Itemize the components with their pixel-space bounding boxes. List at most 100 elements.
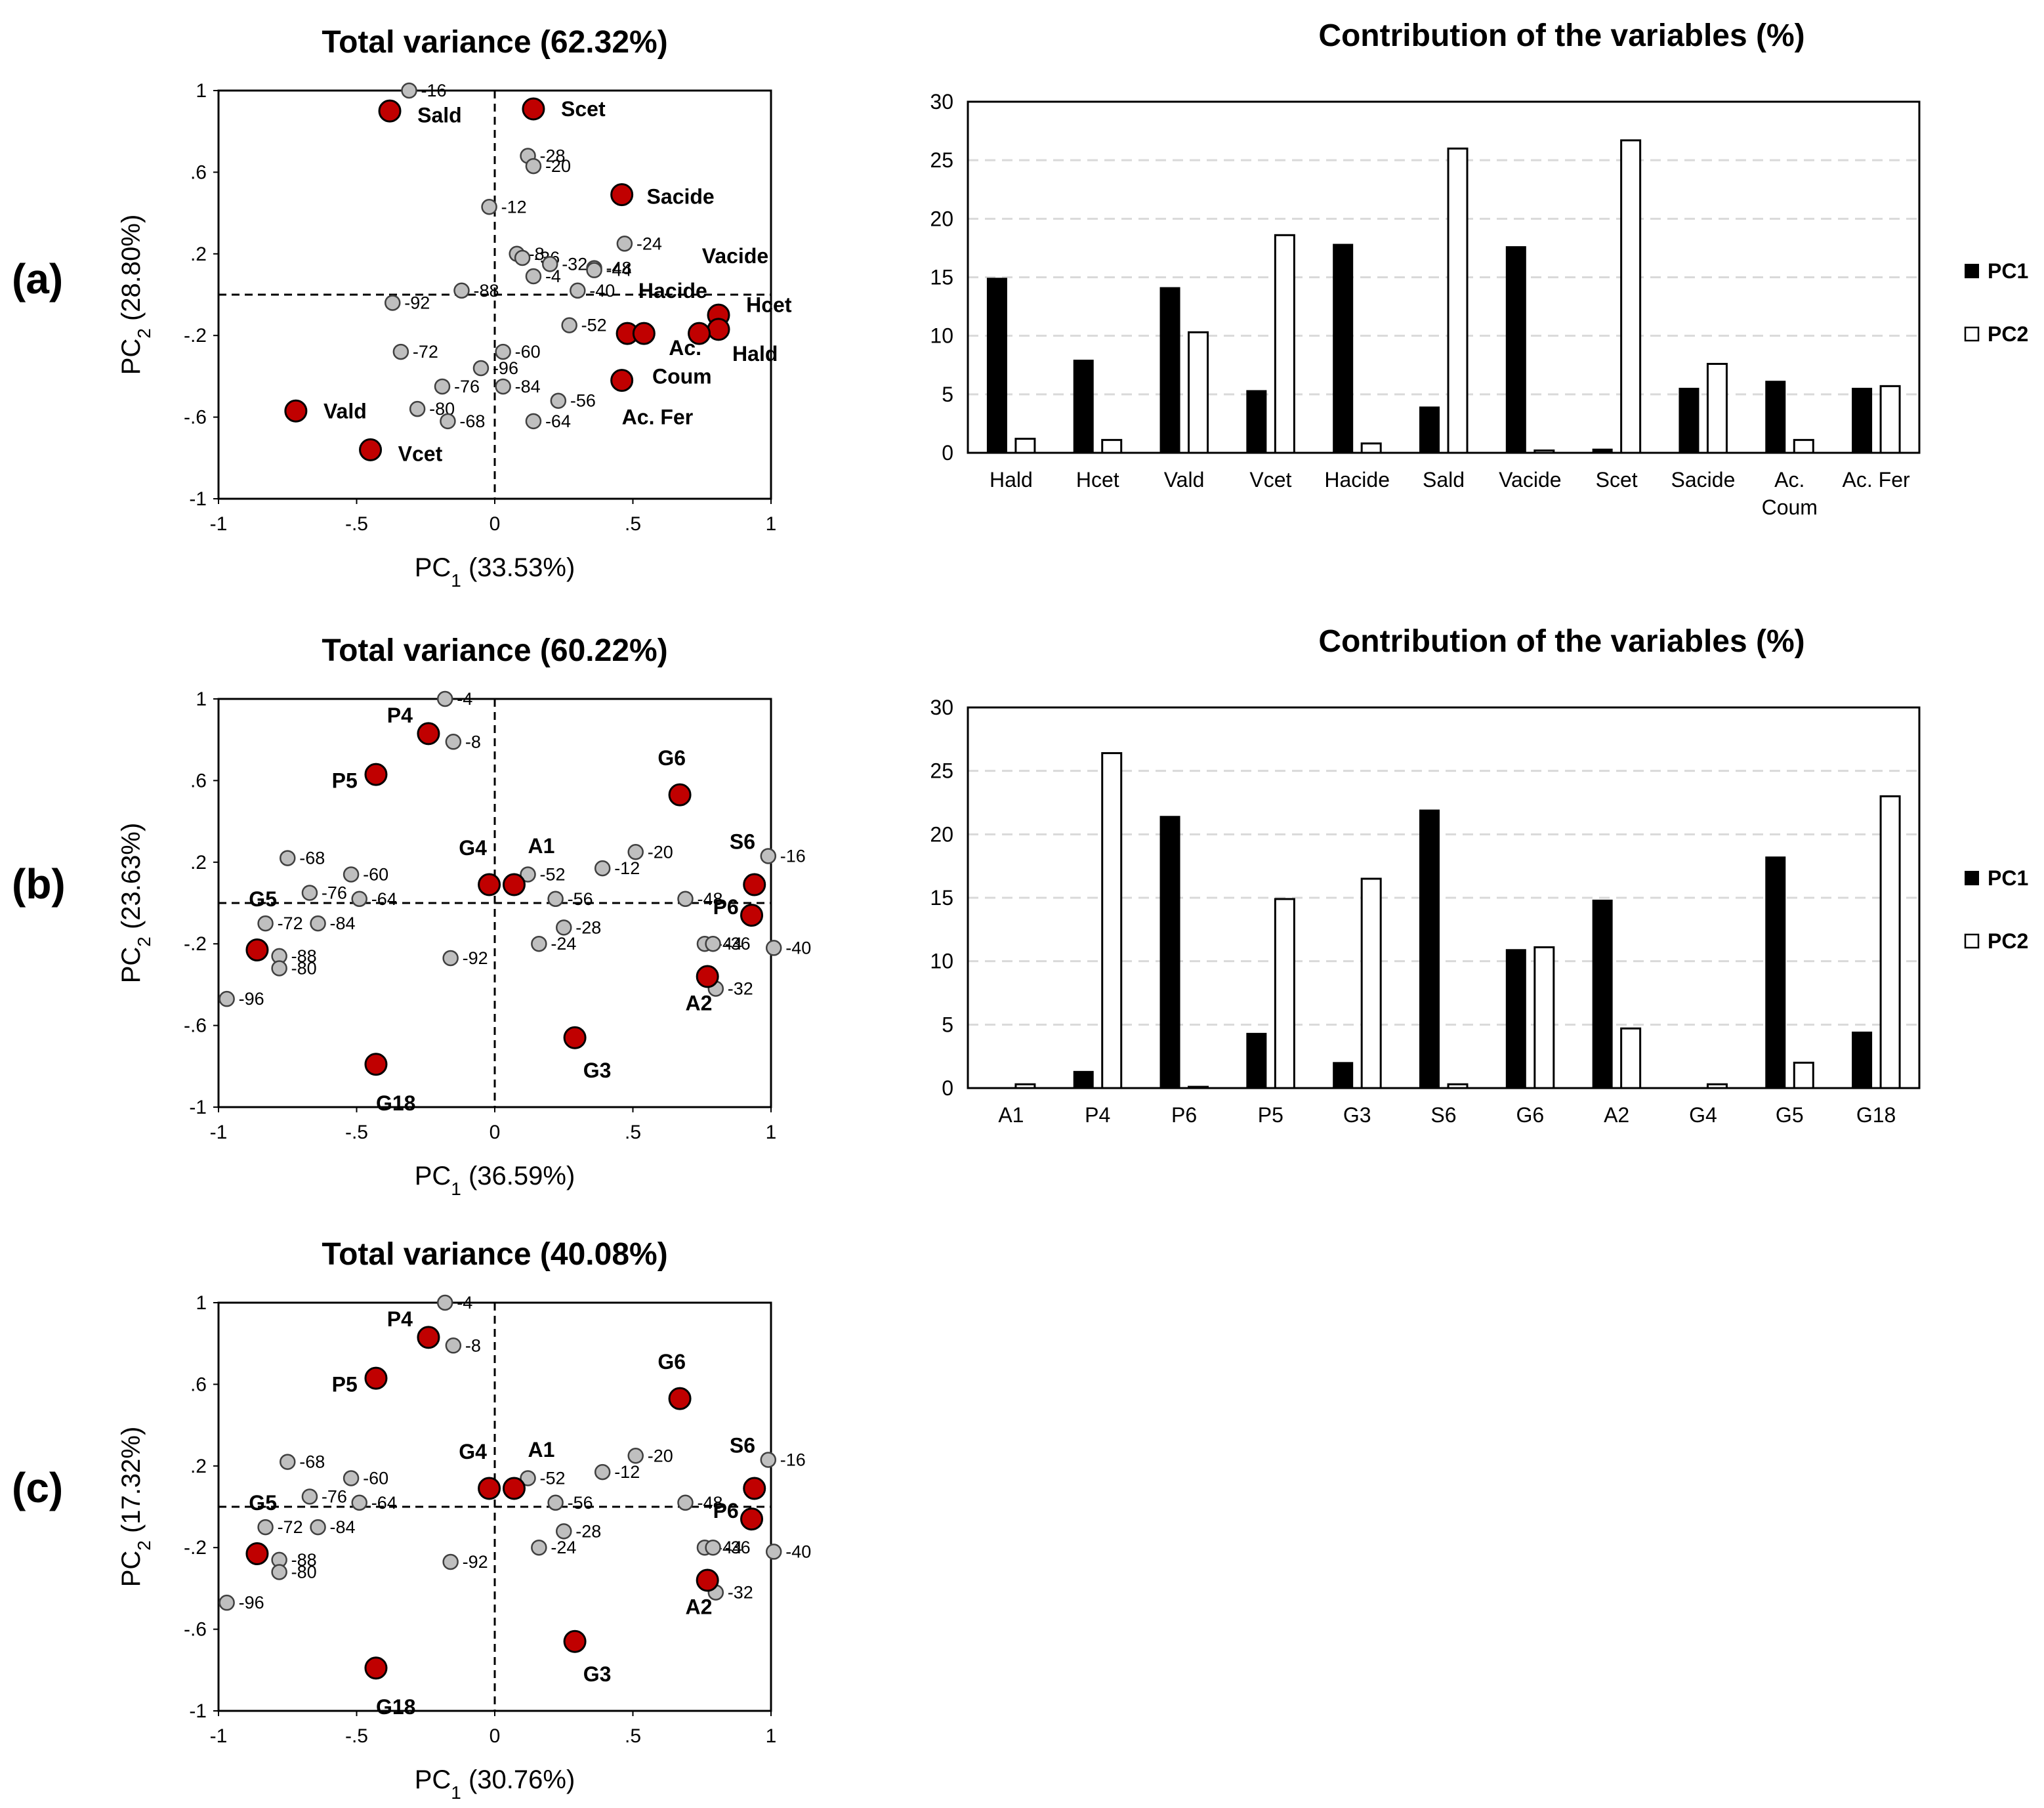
variable-label: Vacide xyxy=(702,244,768,268)
observation-point xyxy=(514,249,531,266)
observation-point xyxy=(310,1519,326,1536)
x-category-label: G4 xyxy=(1689,1103,1717,1127)
variable-label: P4 xyxy=(387,1307,413,1331)
variable-point-g4 xyxy=(478,1477,501,1500)
bar-chart-title: Contribution of the variables (%) xyxy=(1318,18,1804,53)
observation-label: -48 xyxy=(697,889,722,909)
variable-label: G6 xyxy=(657,1350,686,1374)
x-tick-label: -.5 xyxy=(345,513,368,535)
observation-label: -92 xyxy=(463,948,488,968)
variable-label: G4 xyxy=(459,1440,487,1463)
variable-point-vcet xyxy=(359,438,383,461)
variable-point-p6 xyxy=(740,904,764,927)
bar-panel-a-bars: Contribution of the variables (%) 0 5 10 15 2… xyxy=(930,18,2028,519)
variable-point-a2 xyxy=(696,1568,719,1592)
observation-point xyxy=(760,848,777,864)
variable-label: Hcet xyxy=(746,293,792,317)
observation-point xyxy=(550,392,567,409)
y-tick-label: -.2 xyxy=(184,1537,207,1559)
observation-point xyxy=(436,1294,453,1311)
observation-label: -76 xyxy=(322,1486,347,1506)
bar-pc1 xyxy=(1852,1031,1873,1089)
observation-point xyxy=(765,1544,782,1560)
x-category-label: Ac. xyxy=(1774,468,1804,492)
legend-pc2-swatch xyxy=(1964,933,1980,949)
observation-point xyxy=(495,343,511,360)
observation-label: -44 xyxy=(606,261,632,280)
bar-pc2 xyxy=(1793,1061,1814,1089)
y-tick-label: 30 xyxy=(930,90,953,114)
x-category-label: Sald xyxy=(1423,468,1465,492)
observation-label: -84 xyxy=(515,377,541,396)
observation-point xyxy=(280,1454,296,1470)
observation-label: -64 xyxy=(371,889,397,909)
x-tick-label: 1 xyxy=(766,1122,777,1143)
variable-label: Sacide xyxy=(647,185,715,209)
x-tick-label: -1 xyxy=(210,513,228,535)
variable-point-g18 xyxy=(364,1656,388,1680)
observation-label: -36 xyxy=(725,934,751,954)
observation-point xyxy=(280,850,296,866)
legend-pc2-swatch xyxy=(1964,326,1980,342)
observation-label: -16 xyxy=(780,1450,806,1469)
observation-point xyxy=(525,268,542,285)
x-axis-label: PC1 (36.59%) xyxy=(415,1162,575,1199)
observation-point xyxy=(760,1452,777,1468)
bar-pc1 xyxy=(1159,287,1180,453)
y-tick-label: .6 xyxy=(190,1374,207,1395)
observation-point xyxy=(301,885,318,901)
observation-label: -84 xyxy=(330,1517,356,1537)
y-tick-label: 1 xyxy=(196,1292,207,1314)
y-tick-label: -.6 xyxy=(184,1015,207,1037)
bar-pc1 xyxy=(1765,856,1786,1089)
observation-point xyxy=(525,413,542,430)
observation-label: -56 xyxy=(570,391,596,411)
bar-pc2 xyxy=(1879,385,1901,454)
variable-label: G3 xyxy=(583,1662,612,1686)
y-tick-label: 30 xyxy=(930,696,953,719)
variable-label: G4 xyxy=(459,836,487,860)
bar-pc2 xyxy=(1101,752,1123,1089)
variable-point-g5 xyxy=(245,938,269,962)
x-axis-label: PC1 (33.53%) xyxy=(415,553,575,591)
y-tick-label: 1 xyxy=(196,80,207,102)
variable-label: G5 xyxy=(249,887,277,911)
observation-label: -20 xyxy=(545,156,571,176)
bar-pc2 xyxy=(1274,234,1295,454)
bar-pc1 xyxy=(1073,1070,1094,1089)
variable-label: P6 xyxy=(713,1499,739,1523)
observation-label: -68 xyxy=(299,849,325,868)
y-tick-label: -.2 xyxy=(184,325,207,347)
y-axis-label: PC2 (17.32%) xyxy=(117,1427,154,1587)
observation-label: -52 xyxy=(540,1468,566,1488)
x-category-label: Vald xyxy=(1164,468,1205,492)
x-tick-label: -.5 xyxy=(345,1725,368,1747)
scatter-title: Total variance (62.32%) xyxy=(322,25,667,60)
legend-pc2-label: PC2 xyxy=(1988,322,2028,346)
y-tick-label: -1 xyxy=(189,1097,207,1118)
y-tick-label: .6 xyxy=(190,770,207,791)
y-axis-label: PC2 (23.63%) xyxy=(117,823,154,984)
variable-point-g18 xyxy=(364,1053,388,1076)
observation-label: -12 xyxy=(614,858,640,878)
observation-label: -28 xyxy=(540,146,566,166)
observation-point xyxy=(525,158,542,175)
y-tick-label: 5 xyxy=(942,383,953,406)
observation-label: -84 xyxy=(330,914,356,933)
x-tick-label: -1 xyxy=(210,1725,228,1747)
bar-pc1 xyxy=(1159,816,1180,1089)
observation-point xyxy=(520,1470,536,1486)
x-tick-label: .5 xyxy=(625,513,641,535)
variable-point-sceet xyxy=(522,97,545,121)
scatter-panel-a: Total variance (62.32%) -1 -.5 0 .5 1 -1 -.6 -.2… xyxy=(117,25,792,591)
variable-label: P5 xyxy=(332,768,358,792)
panel-label-c: (c) xyxy=(12,1464,64,1511)
y-tick-label: 15 xyxy=(930,886,953,910)
bar-pc2 xyxy=(1360,442,1382,454)
observation-label: -48 xyxy=(606,259,632,278)
observation-label: -92 xyxy=(463,1552,488,1572)
observation-label: -72 xyxy=(413,342,438,362)
y-tick-label: 10 xyxy=(930,324,953,348)
bar-pc1 xyxy=(1505,949,1526,1089)
observation-point xyxy=(440,413,456,430)
